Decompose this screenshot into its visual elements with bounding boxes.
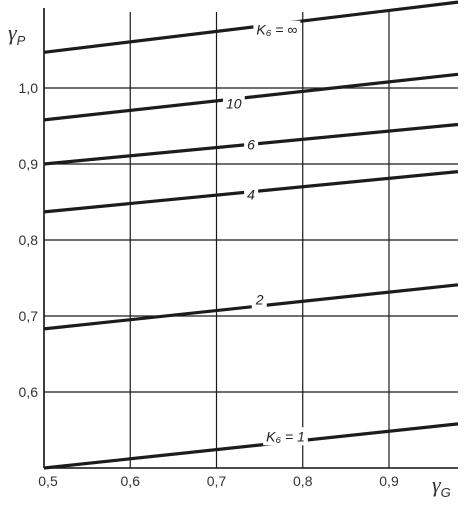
y-axis-label-sub: P <box>17 33 26 48</box>
series-label-bg-5 <box>263 427 308 446</box>
series-label-1: 10 <box>226 95 242 111</box>
series-label-bg-0 <box>253 20 301 39</box>
x-tick-label-0: 0,5 <box>38 473 58 489</box>
series-labels: K₆ = ∞ 10 6 4 2 K₆ = 1 <box>222 20 308 446</box>
y-tick-label-3: 0,9 <box>19 156 39 172</box>
series-label-3: 4 <box>247 187 255 203</box>
y-tick-label-0: 0,6 <box>19 384 39 400</box>
grid <box>44 12 458 468</box>
series-label-5: K₆ = 1 <box>266 428 305 444</box>
series-line-1 <box>43 72 459 122</box>
x-tick-label-3: 0,8 <box>293 473 313 489</box>
x-tick-label-4: 0,9 <box>379 473 399 489</box>
y-tick-label-1: 0,7 <box>19 308 39 324</box>
series-line-0 <box>43 0 459 54</box>
x-axis-label-sub: G <box>441 485 451 500</box>
tick-labels: 0,5 0,6 0,7 0,8 0,9 0,6 0,7 0,8 0,9 1,0 <box>19 80 399 489</box>
series-label-4: 2 <box>255 292 264 308</box>
axis-labels: γP γG <box>8 20 451 500</box>
y-tick-label-4: 1,0 <box>19 80 39 96</box>
series-label-bg-1 <box>222 94 245 113</box>
series-label-bg-2 <box>244 135 259 154</box>
series-line-4 <box>43 283 459 331</box>
plot-frame <box>43 8 458 469</box>
series-label-0: K₆ = ∞ <box>256 22 297 38</box>
y-tick-label-2: 0,8 <box>19 232 39 248</box>
x-tick-label-2: 0,7 <box>207 473 227 489</box>
series-label-2: 6 <box>247 136 255 152</box>
series-line-5 <box>43 422 459 470</box>
x-tick-label-1: 0,6 <box>121 473 141 489</box>
y-axis-label: γP <box>8 20 26 48</box>
series-label-bg-4 <box>251 290 267 309</box>
series-lines <box>43 0 459 470</box>
series-label-bg-3 <box>244 185 259 204</box>
x-axis-label: γG <box>432 472 451 500</box>
